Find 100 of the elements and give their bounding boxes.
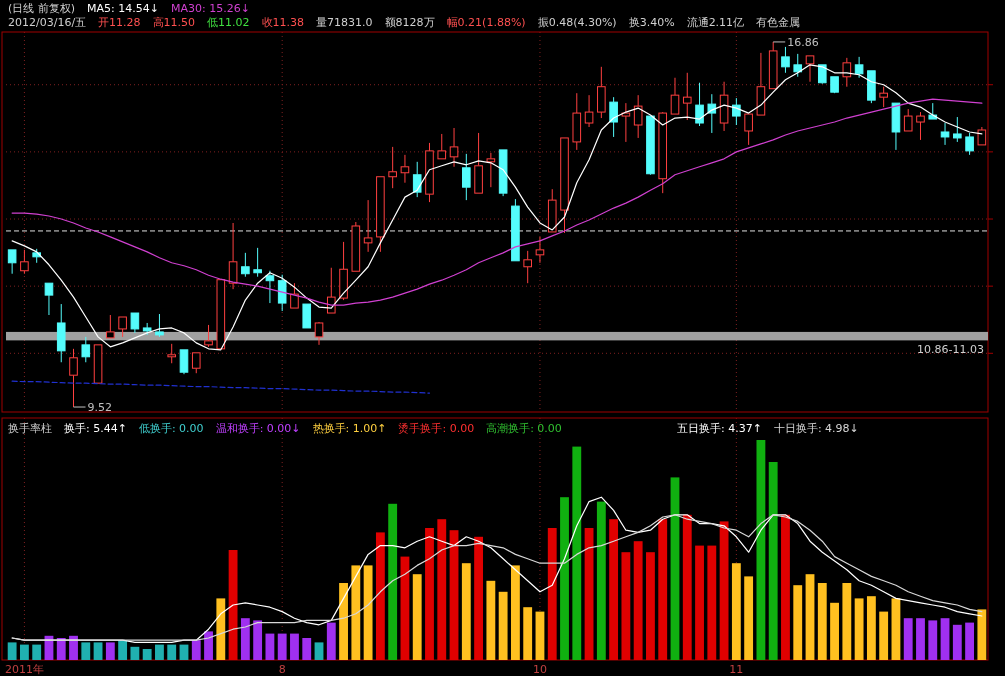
band-label: 10.86-11.03 (917, 343, 984, 357)
bar (793, 585, 803, 660)
bar (253, 620, 263, 660)
text: 流通2.11亿 (686, 16, 745, 29)
bar (7, 642, 17, 660)
candlestick (486, 152, 496, 188)
bar (830, 602, 839, 660)
bar (596, 501, 606, 660)
bar (866, 596, 876, 660)
bar (682, 514, 692, 660)
bar (32, 644, 42, 660)
text: 温和换手: 0.00↓ (215, 422, 301, 435)
bar (93, 642, 103, 660)
bar (375, 532, 385, 660)
bar (695, 545, 704, 660)
bar (560, 497, 569, 660)
bar (437, 519, 447, 660)
bar (707, 545, 717, 660)
bar (781, 514, 790, 660)
bar (228, 550, 238, 660)
bar (142, 649, 152, 660)
bar (412, 574, 422, 660)
bar (584, 528, 594, 660)
candlestick (535, 236, 545, 264)
bar (302, 638, 312, 660)
candlestick (854, 56, 864, 79)
bar (314, 642, 324, 660)
bar (339, 583, 348, 660)
bar (547, 528, 557, 660)
bar (498, 591, 508, 660)
bar (326, 622, 336, 660)
x-tick-label: 11 (729, 663, 744, 676)
text: 量71831.0 (316, 16, 373, 29)
text: 2012/03/16/五 (8, 16, 87, 29)
candlestick (388, 146, 397, 189)
text: 换手率柱 (8, 422, 52, 435)
bar (69, 635, 78, 660)
bar (756, 440, 766, 660)
bar (363, 565, 373, 660)
text: 高潮换手: 0.00 (486, 422, 562, 435)
candlestick (253, 247, 262, 278)
bar (204, 631, 213, 660)
text: 热换手: 1.00↑ (312, 422, 387, 435)
x-tick-label: 10 (532, 663, 547, 676)
bar (719, 521, 729, 660)
x-tick-label: 8 (278, 663, 286, 676)
bar (928, 620, 938, 660)
bar (658, 519, 668, 660)
bar (940, 618, 950, 660)
candlestick (621, 102, 631, 143)
bar (265, 633, 275, 660)
candlestick (56, 303, 66, 363)
text: 换3.40% (628, 16, 675, 29)
candlestick (363, 199, 373, 253)
bar (240, 618, 250, 660)
bar (977, 609, 987, 660)
text: 烫手换手: 0.00 (398, 422, 475, 435)
bar (916, 618, 925, 660)
text: 收11.38 (261, 16, 305, 29)
candlestick (449, 127, 459, 168)
annotation: 9.52 (87, 401, 113, 415)
candlestick (167, 343, 177, 364)
text: 五日换手: 4.37↑ (677, 422, 762, 435)
bar (118, 640, 128, 660)
bar (523, 607, 533, 660)
text: 振0.48(4.30%) (537, 16, 617, 29)
candlestick (228, 222, 238, 290)
bar (891, 598, 901, 660)
candlestick (400, 154, 410, 184)
bar (768, 462, 778, 660)
bar (952, 624, 962, 660)
candlestick (20, 249, 29, 275)
bar (731, 563, 741, 660)
bar (19, 644, 29, 660)
text: MA5: 14.54↓ (87, 2, 160, 15)
chart-title: (日线 前复权) (8, 2, 76, 15)
bar (903, 618, 913, 660)
bar (879, 611, 889, 660)
candlestick (241, 252, 250, 278)
text: 开11.28 (98, 16, 141, 29)
annotation: 16.86 (787, 35, 819, 49)
candlestick (781, 46, 790, 74)
candlestick (719, 81, 729, 132)
bar (670, 477, 680, 660)
bar (486, 580, 496, 660)
candlestick (940, 122, 950, 146)
text: MA30: 15.26↓ (171, 2, 250, 15)
bar (167, 644, 177, 660)
candlestick (879, 86, 888, 108)
bar (744, 576, 754, 660)
bar (290, 633, 299, 660)
candlestick (633, 94, 643, 139)
bar (633, 541, 643, 660)
bar (646, 552, 655, 660)
bar (461, 563, 471, 660)
bar (805, 574, 815, 660)
candlestick (584, 94, 594, 128)
bar (474, 536, 484, 660)
bar (277, 633, 287, 660)
bar (621, 552, 631, 660)
